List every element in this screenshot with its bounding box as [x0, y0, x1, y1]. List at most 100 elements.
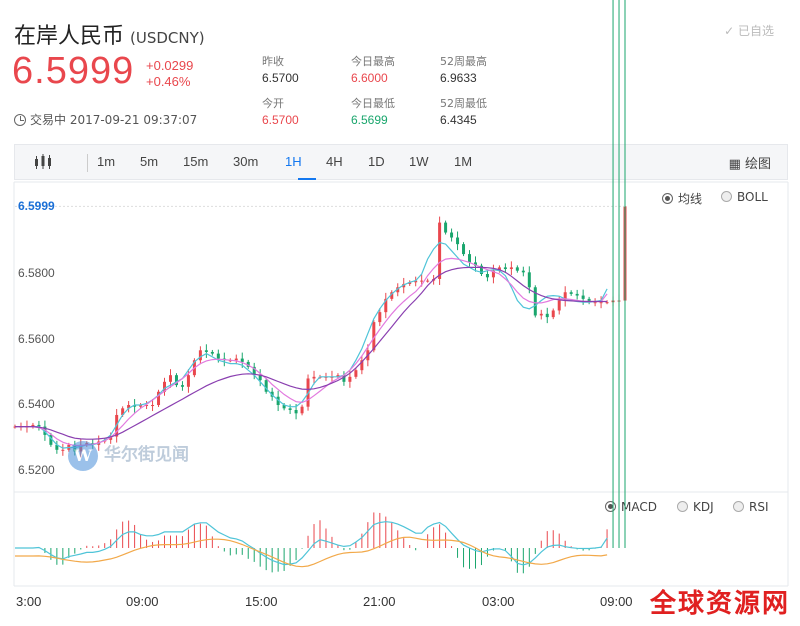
candle-body	[456, 237, 460, 245]
candle-body	[575, 293, 579, 296]
candle-body	[55, 444, 59, 450]
y-tick: 6.5600	[18, 332, 55, 346]
candle-body	[151, 405, 155, 407]
period-1m-month[interactable]: 1M	[454, 154, 473, 169]
candle-body	[342, 375, 346, 382]
candle-body	[605, 302, 609, 304]
stat-52w-low: 52周最低 6.4345	[440, 95, 487, 129]
draw-button[interactable]: ▦ 绘图	[729, 153, 771, 172]
candle-body	[599, 302, 603, 304]
site-mark: 全球资源网	[649, 589, 790, 619]
candle-body	[402, 283, 406, 288]
candle-body	[216, 353, 220, 359]
check-icon: ✓	[724, 24, 738, 38]
y-tick: 6.5400	[18, 397, 55, 411]
candle-body	[157, 391, 161, 406]
status-text: 交易中 2017-09-21 09:37:07	[30, 113, 198, 127]
candle-body	[563, 292, 567, 301]
watchlist-label: 已自选	[737, 24, 774, 38]
macd-dif-line	[15, 521, 608, 566]
indicator-kdj-option[interactable]: KDJ	[677, 500, 714, 514]
candle-body	[31, 424, 35, 427]
indicator-rsi-option[interactable]: RSI	[733, 500, 769, 514]
stat-value: 6.5699	[351, 113, 388, 127]
candle-body	[258, 375, 262, 381]
watermark-text: 华尔街见闻	[104, 445, 189, 465]
stat-label: 今开	[262, 97, 284, 110]
x-tick: 09:00	[126, 594, 159, 609]
candle-body	[210, 351, 214, 354]
candle-body	[43, 426, 47, 435]
candle-body	[420, 280, 424, 282]
candle-body	[426, 280, 430, 282]
candle-body	[414, 280, 418, 283]
overlay-ma-option[interactable]: 均线	[662, 190, 702, 207]
candle-body	[587, 298, 591, 303]
candle-body	[121, 408, 125, 415]
candle-body	[581, 295, 585, 299]
candle-body	[462, 244, 466, 255]
x-tick: 15:00	[245, 594, 278, 609]
candle-body	[497, 267, 501, 271]
period-5m[interactable]: 5m	[140, 154, 159, 169]
chart-type-candle-icon[interactable]	[33, 153, 53, 174]
period-1w[interactable]: 1W	[409, 154, 429, 169]
candle-body	[450, 232, 454, 238]
watchlist-toggle[interactable]: ✓ 已自选	[724, 22, 774, 39]
candle-body	[533, 287, 537, 316]
candle-body	[491, 270, 495, 278]
period-toolbar: 1m 5m 15m 30m 1H 4H 1D 1W 1M ▦ 绘图	[14, 144, 788, 180]
ma-slow-line	[15, 266, 608, 440]
candle-body	[479, 265, 483, 274]
candle-body	[378, 312, 382, 323]
overlay-boll-option[interactable]: BOLL	[721, 190, 768, 204]
overlay-boll-label: BOLL	[737, 190, 768, 204]
candle-body	[384, 298, 388, 313]
indicator-kdj-label: KDJ	[693, 500, 714, 514]
candle-body	[485, 274, 489, 278]
candle-body	[163, 381, 167, 392]
indicator-macd-option[interactable]: MACD	[605, 500, 657, 514]
candle-body	[569, 292, 573, 294]
candle-body	[390, 292, 394, 299]
period-1m[interactable]: 1m	[97, 154, 116, 169]
stat-value: 6.6000	[351, 71, 388, 85]
y-tick: 6.5200	[18, 463, 55, 477]
candle-body	[294, 410, 298, 414]
candle-body	[527, 272, 531, 288]
toolbar-divider	[87, 154, 88, 172]
candle-body	[240, 358, 244, 362]
x-tick: 09:00	[600, 594, 633, 609]
candle-body	[593, 302, 597, 304]
period-30m[interactable]: 30m	[233, 154, 259, 169]
stat-value: 6.5700	[262, 71, 299, 85]
macd-dea-line	[15, 536, 608, 568]
draw-icon: ▦	[728, 157, 745, 172]
period-15m[interactable]: 15m	[183, 154, 209, 169]
candle-body	[360, 360, 364, 371]
current-price: 6.5999	[12, 50, 135, 92]
radio-selected-icon	[605, 501, 616, 512]
candle-body	[438, 222, 442, 279]
candle-body	[276, 396, 280, 406]
radio-selected-icon	[662, 193, 673, 204]
candle-body	[509, 267, 513, 270]
watermark-logo-icon: W	[68, 440, 98, 471]
candle-body	[234, 358, 238, 361]
period-4h[interactable]: 4H	[326, 154, 343, 169]
candle-body	[336, 375, 340, 377]
period-1h[interactable]: 1H	[285, 154, 302, 169]
stat-52w-high: 52周最高 6.9633	[440, 53, 487, 87]
price-change: +0.0299 +0.46%	[146, 58, 193, 90]
candle-body	[264, 380, 268, 392]
candle-body	[37, 424, 41, 427]
candle-body	[348, 376, 352, 382]
period-1d[interactable]: 1D	[368, 154, 385, 169]
clock-icon	[14, 114, 26, 126]
draw-label: 绘图	[744, 157, 771, 172]
candle-body	[288, 408, 292, 410]
candle-body	[473, 262, 477, 266]
candle-body	[133, 405, 137, 407]
candle-body	[539, 313, 543, 316]
